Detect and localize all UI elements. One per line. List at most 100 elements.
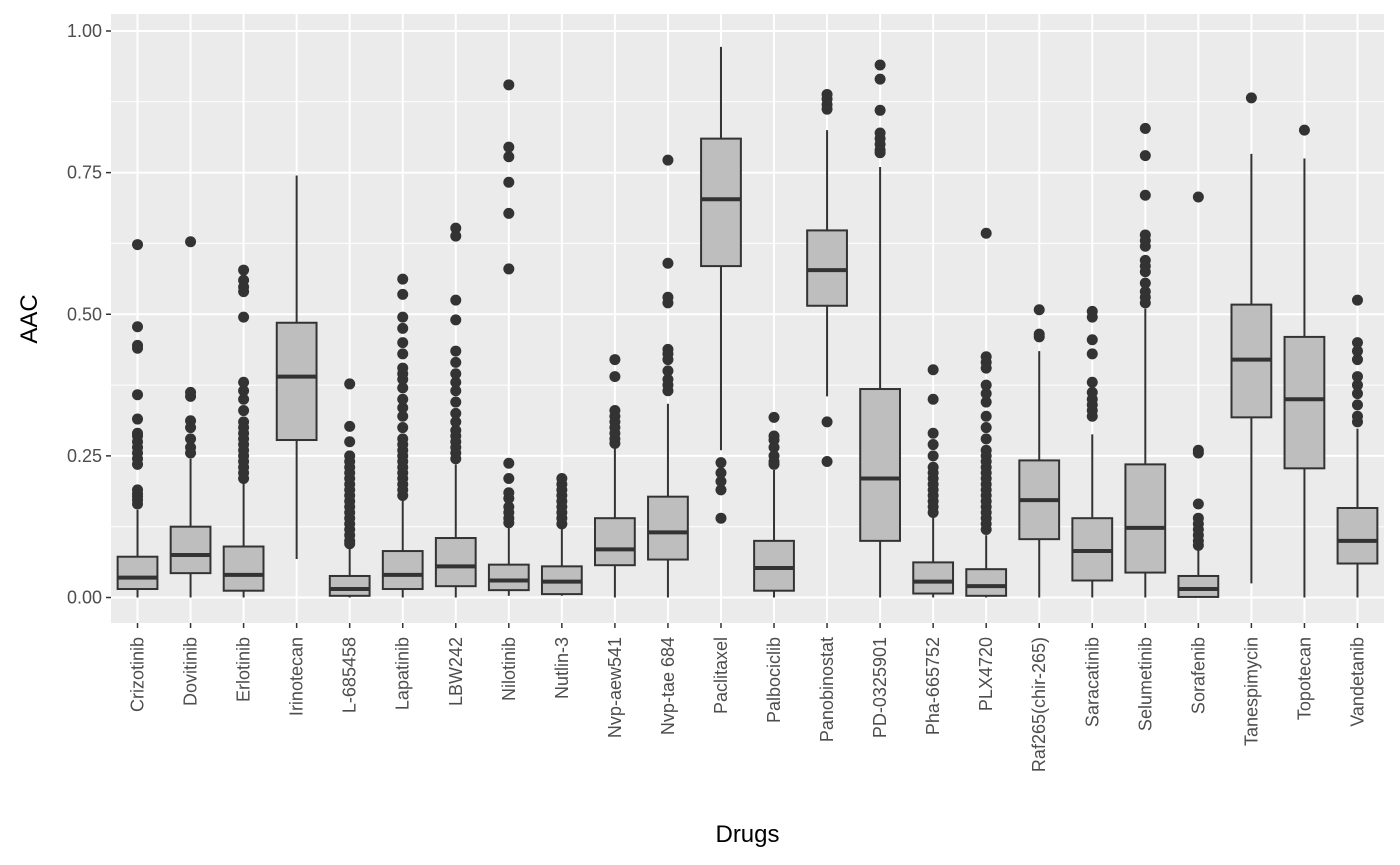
- outlier-point: [609, 371, 621, 383]
- x-tick-label: Nvp-tae 684: [658, 637, 678, 735]
- outlier-point: [980, 388, 992, 400]
- box-plx4720: [965, 227, 1008, 598]
- y-tick-label: 0.50: [67, 304, 102, 324]
- outlier-point: [503, 151, 515, 163]
- outlier-point: [927, 393, 939, 405]
- box-panobinostat: [806, 88, 848, 468]
- x-tick-label: Nutlin-3: [552, 637, 572, 699]
- outlier-point: [450, 222, 462, 234]
- iqr-box: [487, 563, 530, 592]
- outlier-point: [1351, 388, 1363, 400]
- box-l-685458: [328, 378, 371, 598]
- x-tick-label: Paclitaxel: [711, 637, 731, 714]
- iqr-box: [1283, 335, 1326, 470]
- box-nvp-tae-684: [647, 154, 689, 598]
- x-tick-label: L-685458: [340, 637, 360, 713]
- outlier-point: [1351, 399, 1363, 411]
- outlier-point: [1351, 410, 1363, 422]
- outlier-point: [1351, 354, 1363, 366]
- outlier-point: [768, 411, 780, 423]
- box-irinotecan: [275, 175, 318, 559]
- x-axis: Crizotinib Dovitinib Erlotinib Irinotecan L-…: [128, 623, 1367, 772]
- outlier-point: [715, 484, 727, 496]
- y-axis: 0.00 0.25 0.50 0.75 1.00: [67, 21, 111, 608]
- box-nvp-aew541: [594, 354, 636, 598]
- iqr-box: [434, 537, 477, 588]
- box-palbociclib: [753, 411, 795, 598]
- outlier-point: [397, 362, 409, 374]
- outlier-point: [238, 274, 250, 286]
- outlier-point: [1086, 348, 1098, 360]
- box-selumetinib: [1124, 122, 1167, 598]
- outlier-point: [503, 501, 515, 513]
- x-tick-label: Panobinostat: [817, 637, 837, 742]
- outlier-point: [397, 348, 409, 360]
- box-series: [116, 46, 1379, 598]
- outlier-point: [503, 487, 515, 499]
- outlier-point: [662, 373, 674, 385]
- x-tick-label: Dovitinib: [181, 637, 201, 706]
- outlier-point: [185, 236, 197, 248]
- outlier-point: [980, 396, 992, 408]
- outlier-point: [132, 413, 144, 425]
- outlier-point: [715, 457, 727, 469]
- iqr-box: [700, 137, 742, 268]
- outlier-point: [609, 405, 621, 417]
- outlier-point: [450, 376, 462, 388]
- outlier-point: [238, 376, 250, 388]
- iqr-box: [169, 525, 212, 575]
- outlier-point: [450, 368, 462, 380]
- iqr-box: [1124, 463, 1167, 574]
- outlier-point: [821, 456, 833, 468]
- outlier-point: [238, 311, 250, 323]
- x-tick-label: PD-0325901: [870, 637, 890, 738]
- outlier-point: [874, 59, 886, 71]
- x-tick-label: Erlotinib: [234, 637, 254, 702]
- box-pha-665752: [912, 364, 955, 598]
- outlier-point: [344, 378, 356, 390]
- outlier-point: [503, 141, 515, 153]
- box-crizotinib: [116, 239, 159, 598]
- box-dovitinib: [169, 236, 212, 598]
- outlier-point: [397, 422, 409, 434]
- outlier-point: [238, 264, 250, 276]
- outlier-point: [132, 427, 144, 439]
- x-tick-label: Sorafenib: [1188, 637, 1208, 714]
- outlier-point: [1351, 371, 1363, 383]
- outlier-point: [874, 104, 886, 116]
- outlier-point: [1139, 150, 1151, 162]
- outlier-point: [503, 79, 515, 91]
- outlier-point: [927, 364, 939, 376]
- outlier-point: [1086, 376, 1098, 388]
- outlier-point: [1139, 122, 1151, 134]
- outlier-point: [344, 436, 356, 448]
- outlier-point: [503, 473, 515, 485]
- outlier-point: [1139, 254, 1151, 266]
- iqr-box: [1336, 506, 1379, 565]
- x-tick-label: Vandetanib: [1347, 637, 1367, 727]
- box-sorafenib: [1177, 191, 1220, 598]
- iqr-box: [222, 545, 265, 592]
- outlier-point: [980, 351, 992, 363]
- outlier-point: [980, 227, 992, 239]
- box-topotecan: [1283, 124, 1326, 598]
- outlier-point: [397, 433, 409, 445]
- x-tick-label: Lapatinib: [393, 637, 413, 710]
- outlier-point: [662, 291, 674, 303]
- outlier-point: [927, 450, 939, 462]
- outlier-point: [450, 385, 462, 397]
- outlier-point: [715, 475, 727, 487]
- x-tick-label: Tanespimycin: [1241, 637, 1261, 746]
- y-tick-label: 0.00: [67, 588, 102, 608]
- outlier-point: [1086, 386, 1098, 398]
- box-saracatinib: [1071, 305, 1114, 598]
- outlier-point: [556, 473, 568, 485]
- outlier-point: [238, 405, 250, 417]
- outlier-point: [927, 461, 939, 473]
- x-tick-label: Nvp-aew541: [605, 637, 625, 738]
- outlier-point: [450, 407, 462, 419]
- iqr-box: [859, 388, 901, 542]
- outlier-point: [715, 467, 727, 479]
- x-tick-label: Crizotinib: [128, 637, 148, 712]
- iqr-box: [965, 568, 1008, 597]
